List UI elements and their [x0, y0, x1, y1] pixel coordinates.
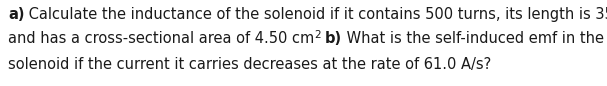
Text: b): b) — [325, 31, 342, 46]
Text: a): a) — [8, 7, 24, 22]
Text: 2: 2 — [314, 30, 321, 40]
Text: solenoid if the current it carries decreases at the rate of 61.0 A/s?: solenoid if the current it carries decre… — [8, 57, 491, 72]
Text: and has a cross-sectional area of 4.50 cm: and has a cross-sectional area of 4.50 c… — [8, 31, 314, 46]
Text: Calculate the inductance of the solenoid if it contains 500 turns, its length is: Calculate the inductance of the solenoid… — [24, 7, 607, 22]
Text: What is the self-induced emf in the: What is the self-induced emf in the — [342, 31, 604, 46]
